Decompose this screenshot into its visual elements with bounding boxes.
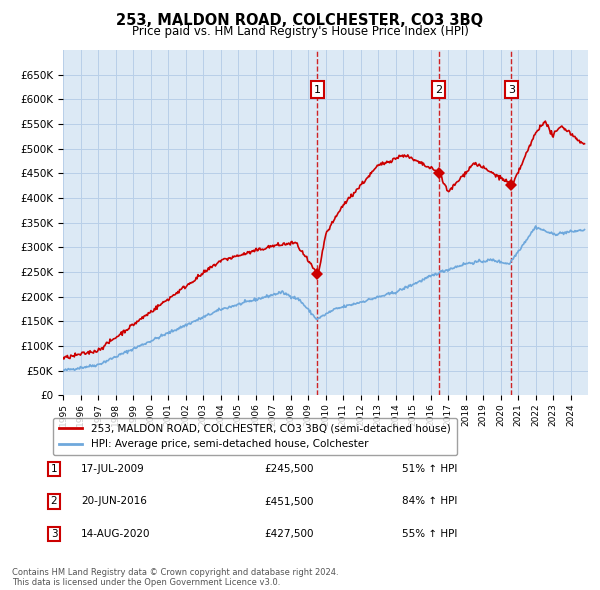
Text: Contains HM Land Registry data © Crown copyright and database right 2024.
This d: Contains HM Land Registry data © Crown c… bbox=[12, 568, 338, 587]
Text: 51% ↑ HPI: 51% ↑ HPI bbox=[402, 464, 457, 474]
Text: 2: 2 bbox=[435, 84, 442, 94]
Text: 17-JUL-2009: 17-JUL-2009 bbox=[81, 464, 145, 474]
Text: £245,500: £245,500 bbox=[264, 464, 314, 474]
Text: £451,500: £451,500 bbox=[264, 497, 314, 506]
Text: 253, MALDON ROAD, COLCHESTER, CO3 3BQ: 253, MALDON ROAD, COLCHESTER, CO3 3BQ bbox=[116, 13, 484, 28]
Text: 3: 3 bbox=[508, 84, 515, 94]
Text: Price paid vs. HM Land Registry's House Price Index (HPI): Price paid vs. HM Land Registry's House … bbox=[131, 25, 469, 38]
Text: 1: 1 bbox=[314, 84, 321, 94]
Text: 20-JUN-2016: 20-JUN-2016 bbox=[81, 497, 147, 506]
Text: 14-AUG-2020: 14-AUG-2020 bbox=[81, 529, 151, 539]
Text: £427,500: £427,500 bbox=[264, 529, 314, 539]
Text: 3: 3 bbox=[50, 529, 58, 539]
Text: 84% ↑ HPI: 84% ↑ HPI bbox=[402, 497, 457, 506]
Text: 1: 1 bbox=[50, 464, 58, 474]
Text: 2: 2 bbox=[50, 497, 58, 506]
Text: 55% ↑ HPI: 55% ↑ HPI bbox=[402, 529, 457, 539]
Legend: 253, MALDON ROAD, COLCHESTER, CO3 3BQ (semi-detached house), HPI: Average price,: 253, MALDON ROAD, COLCHESTER, CO3 3BQ (s… bbox=[53, 418, 457, 455]
